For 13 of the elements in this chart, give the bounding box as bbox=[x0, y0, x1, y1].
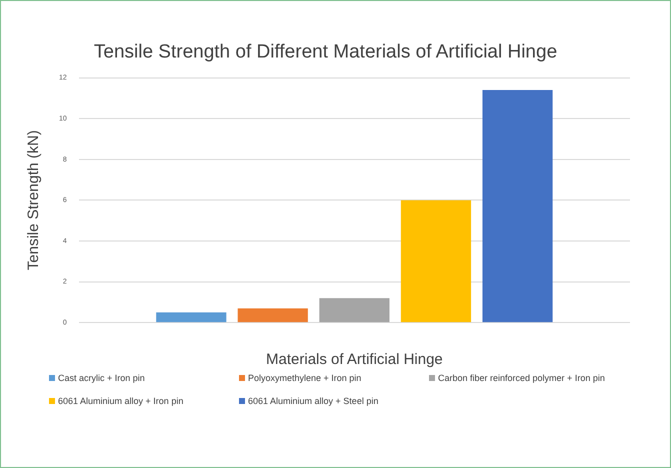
legend-label: Carbon fiber reinforced polymer + Iron pin bbox=[438, 373, 605, 383]
legend-label: Polyoxymethylene + Iron pin bbox=[248, 373, 362, 383]
x-axis-title: Materials of Artificial Hinge bbox=[266, 351, 443, 368]
y-axis-title: Tensile Strength (kN) bbox=[25, 130, 42, 270]
bar bbox=[238, 308, 308, 322]
bar bbox=[156, 312, 226, 322]
bar bbox=[482, 90, 553, 322]
legend-label: 6061 Aluminium alloy + Iron pin bbox=[58, 396, 184, 406]
bar bbox=[319, 298, 390, 322]
chart-title: Tensile Strength of Different Materials of Artificial Hinge bbox=[94, 42, 558, 63]
legend-label: 6061 Aluminium alloy + Steel pin bbox=[248, 396, 378, 406]
legend-label: Cast acrylic + Iron pin bbox=[58, 373, 145, 383]
bar bbox=[400, 200, 472, 322]
